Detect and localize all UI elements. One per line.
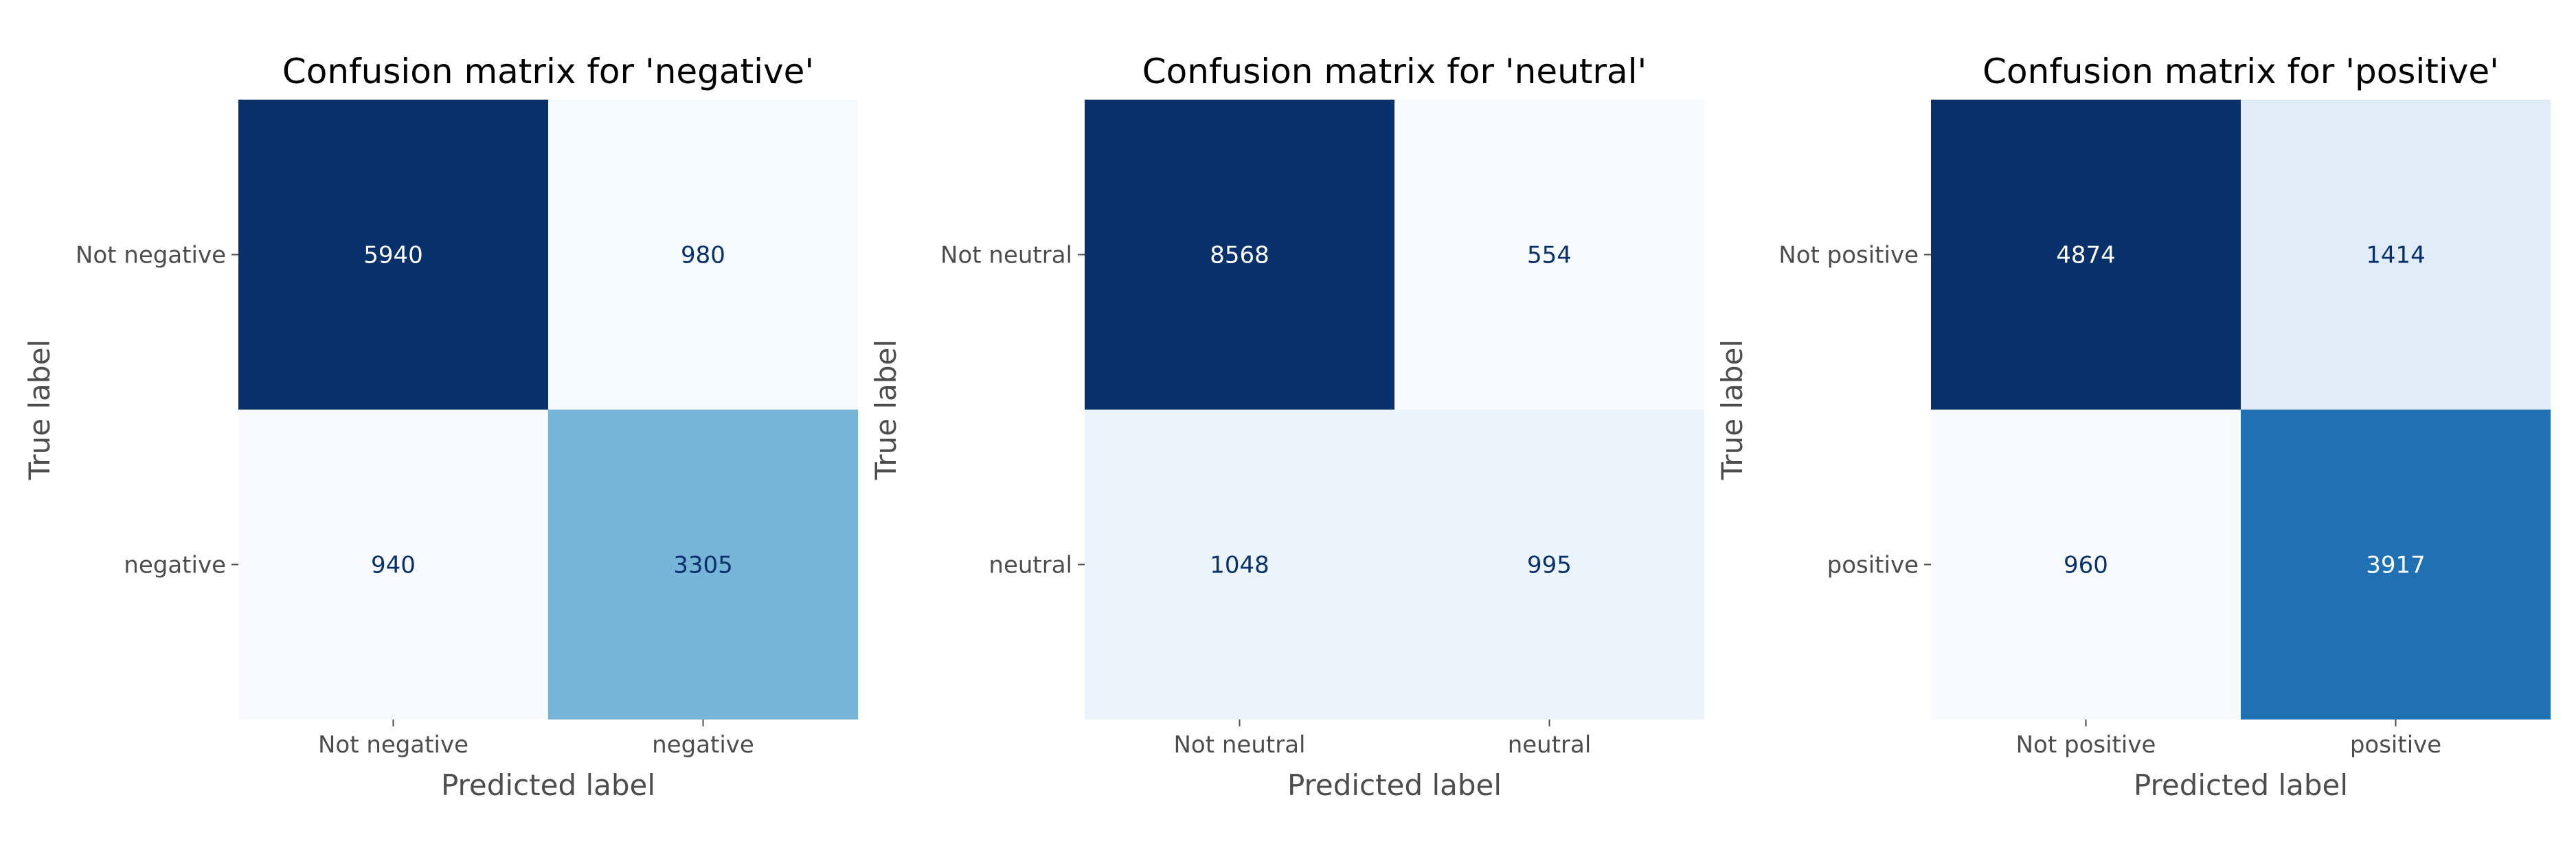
heatmap-cell [1931,410,2241,719]
y-tick-label: Not neutral [940,242,1072,269]
y-tick-label: Not positive [1778,242,1919,269]
heatmap-cell [1085,410,1394,719]
cell-value-label: 4874 [2056,242,2116,269]
confusion-matrix-panel: Confusion matrix for 'negative' 5940 980 94… [23,52,858,802]
cell-value-label: 940 [371,552,416,579]
panel-title: Confusion matrix for 'neutral' [1142,52,1647,91]
heatmap-cell [2241,100,2551,410]
panel-title: Confusion matrix for 'negative' [282,52,814,91]
panel-title: Confusion matrix for 'positive' [1982,52,2499,91]
cell-value-label: 554 [1527,242,1572,269]
cell-value-label: 1048 [1210,552,1269,579]
y-axis-label: True label [23,339,56,480]
y-tick-label: neutral [988,552,1072,579]
cell-value-label: 995 [1527,552,1572,579]
x-tick-label: Not positive [2016,731,2156,759]
x-tick-label: positive [2350,731,2441,759]
confusion-matrix-panel: Confusion matrix for 'positive' 4874 1414 9… [1715,52,2551,802]
heatmap-cell [1394,410,1704,719]
cell-value-label: 1414 [2366,242,2426,269]
cell-value-label: 3917 [2366,552,2426,579]
heatmap-cell [548,100,858,410]
y-tick-label: positive [1827,552,1919,579]
panels: Confusion matrix for 'negative' 5940 980 94… [23,52,2551,802]
x-tick-label: Not neutral [1174,731,1306,759]
heatmap-cell [1394,100,1704,410]
heatmap-cell [1931,100,2241,410]
heatmap-cell [548,410,858,719]
y-axis-label: True label [1715,339,1749,480]
x-tick-label: Not negative [318,731,468,759]
heatmap-cell [238,410,548,719]
x-tick-label: neutral [1508,731,1592,759]
cell-value-label: 5940 [363,242,423,269]
heatmap-cell [2241,410,2551,719]
x-axis-label: Predicted label [1287,768,1502,802]
cell-value-label: 980 [681,242,725,269]
cell-value-label: 960 [2064,552,2108,579]
heatmap-cell [238,100,548,410]
x-tick-label: negative [652,731,754,759]
x-axis-label: Predicted label [441,768,655,802]
y-tick-label: negative [124,552,226,579]
y-tick-label: Not negative [76,242,226,269]
x-axis-label: Predicted label [2134,768,2348,802]
y-axis-label: True label [869,339,903,480]
confusion-matrix-panel: Confusion matrix for 'neutral' 8568 554 104… [869,52,1704,802]
heatmap-cell [1085,100,1394,410]
cell-value-label: 3305 [673,552,733,579]
cell-value-label: 8568 [1210,242,1269,269]
